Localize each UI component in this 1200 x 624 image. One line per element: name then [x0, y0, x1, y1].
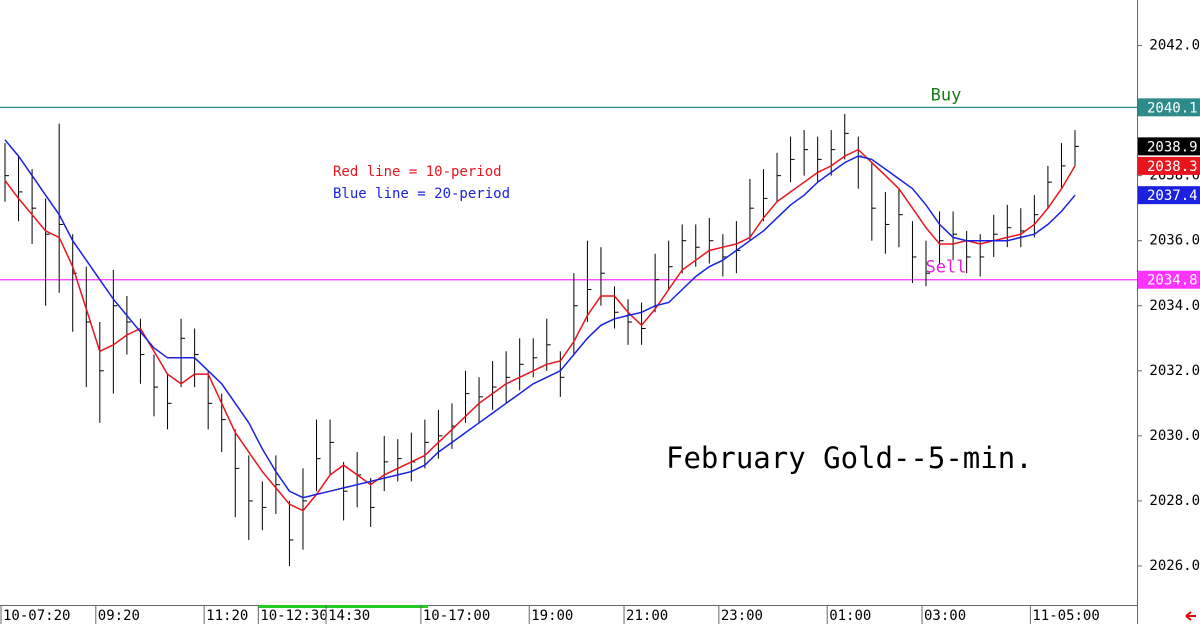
price-tag-label: 2040.1 — [1147, 100, 1198, 116]
price-tag-label: 2038.3 — [1147, 159, 1198, 175]
legend-entry: Blue line = 20-period — [333, 186, 510, 202]
ma-line — [4, 139, 1076, 499]
y-tick-label: 2036.0 — [1149, 233, 1200, 249]
x-tick-label: 01:00 — [829, 608, 871, 624]
price-tag — [1138, 137, 1200, 156]
legend-entry: Red line = 10-period — [333, 164, 502, 180]
x-tick-label: 21:00 — [626, 608, 668, 624]
y-tick-label: 2028.0 — [1149, 493, 1200, 509]
price-tag — [1138, 270, 1200, 289]
x-tick-label: 14:30 — [328, 608, 370, 624]
x-tick-label: 23:00 — [721, 608, 763, 624]
price-tag — [1138, 156, 1200, 175]
session-marker — [258, 605, 428, 608]
y-tick-label: 2042.0 — [1149, 38, 1200, 54]
y-tick-label: 2030.0 — [1149, 428, 1200, 444]
scroll-arrow — [1185, 611, 1196, 621]
y-tick-label: 2026.0 — [1149, 558, 1200, 574]
x-tick-label: 09:20 — [98, 608, 140, 624]
x-tick-label: 03:00 — [924, 608, 966, 624]
x-tick-label: 10-07:20 — [3, 608, 70, 624]
x-tick-label: 11:20 — [206, 608, 248, 624]
price-tag-label: 2038.9 — [1147, 139, 1198, 155]
price-tag-label: 2034.8 — [1147, 273, 1198, 289]
price-tag — [1138, 186, 1200, 205]
price-tag — [1138, 98, 1200, 117]
x-tick-label: 19:00 — [531, 608, 573, 624]
ma-line — [4, 148, 1076, 512]
level-label: Buy — [931, 85, 962, 105]
price-tag-label: 2037.4 — [1147, 188, 1198, 204]
y-tick-label: 2034.0 — [1149, 298, 1200, 314]
x-tick-label: 10-12:30 — [260, 608, 327, 624]
y-tick-label: 2032.0 — [1149, 363, 1200, 379]
x-tick-label: 11-05:00 — [1032, 608, 1099, 624]
level-label: Sell — [926, 258, 967, 278]
chart-title: February Gold--5-min. — [666, 441, 1033, 475]
x-tick-label: 10-17:00 — [423, 608, 490, 624]
